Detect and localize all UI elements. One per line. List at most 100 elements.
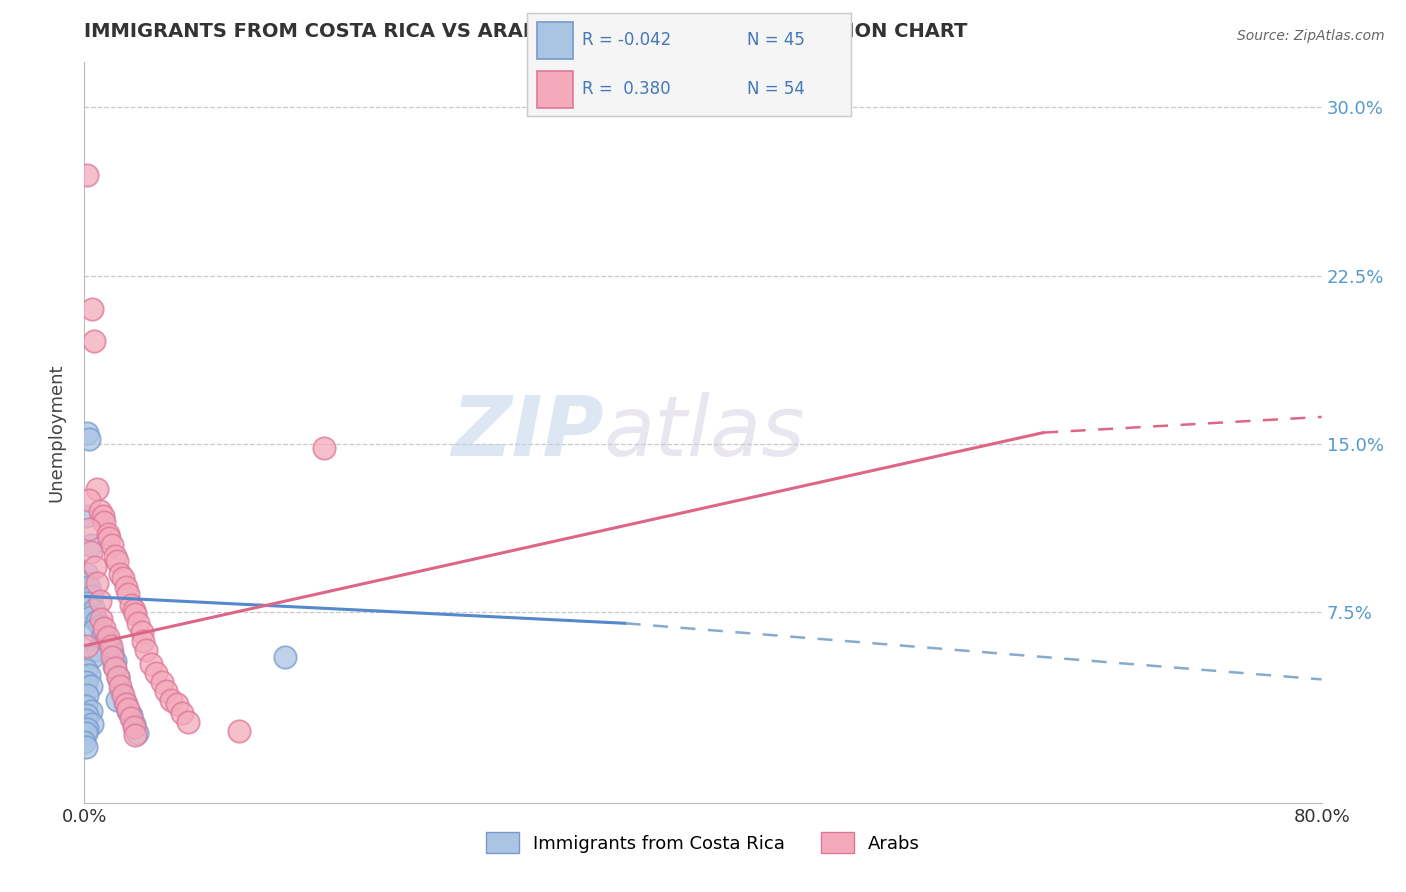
Point: [96, 630, 118, 644]
Point: [312, 442, 335, 456]
Point: [76, 708, 98, 723]
Point: [127, 616, 149, 631]
Point: [105, 553, 128, 567]
Point: [120, 708, 142, 723]
Point: [93, 516, 115, 530]
Point: [124, 607, 146, 622]
Point: [77, 433, 100, 447]
Point: [228, 724, 250, 739]
Point: [120, 599, 142, 613]
Point: [82, 590, 104, 604]
Point: [100, 639, 122, 653]
Point: [177, 714, 200, 729]
Point: [75, 674, 97, 689]
Point: [79, 609, 101, 624]
Point: [132, 634, 155, 648]
Point: [145, 665, 167, 680]
Point: [76, 639, 98, 653]
Point: [77, 668, 100, 682]
Point: [76, 168, 98, 182]
Point: [93, 621, 115, 635]
Text: R = -0.042: R = -0.042: [582, 31, 672, 49]
Point: [107, 670, 129, 684]
Point: [75, 713, 97, 727]
Point: [104, 655, 127, 669]
Text: Source: ZipAtlas.com: Source: ZipAtlas.com: [1237, 29, 1385, 43]
Y-axis label: Unemployment: Unemployment: [48, 363, 66, 502]
Point: [79, 679, 101, 693]
Text: N = 45: N = 45: [747, 31, 806, 49]
Point: [135, 643, 157, 657]
Point: [79, 538, 101, 552]
Point: [122, 719, 145, 733]
Point: [75, 699, 97, 714]
Point: [274, 650, 297, 665]
Point: [150, 674, 173, 689]
Point: [75, 576, 97, 591]
Point: [77, 581, 100, 595]
Point: [75, 739, 97, 754]
Point: [75, 726, 97, 740]
Point: [101, 650, 124, 665]
Point: [82, 717, 104, 731]
Point: [79, 544, 101, 558]
Point: [94, 632, 117, 646]
Point: [98, 531, 121, 545]
Point: [117, 587, 139, 601]
Point: [105, 692, 128, 706]
Text: IMMIGRANTS FROM COSTA RICA VS ARAB UNEMPLOYMENT CORRELATION CHART: IMMIGRANTS FROM COSTA RICA VS ARAB UNEMP…: [84, 22, 967, 41]
Point: [122, 717, 145, 731]
Point: [89, 594, 111, 608]
Point: [76, 566, 98, 581]
Bar: [537, 21, 572, 59]
Point: [160, 692, 183, 706]
Point: [83, 334, 105, 348]
Point: [87, 643, 110, 657]
Point: [75, 508, 97, 523]
Point: [155, 683, 177, 698]
Point: [124, 729, 146, 743]
Point: [86, 576, 108, 591]
Point: [86, 482, 108, 496]
Point: [117, 701, 139, 715]
Point: [84, 560, 107, 574]
Legend: Immigrants from Costa Rica, Arabs: Immigrants from Costa Rica, Arabs: [479, 825, 927, 861]
Point: [89, 504, 111, 518]
Point: [76, 722, 98, 736]
Point: [98, 636, 121, 650]
Text: N = 54: N = 54: [747, 80, 806, 98]
Point: [112, 688, 135, 702]
Point: [83, 603, 105, 617]
Text: ZIP: ZIP: [451, 392, 605, 473]
Point: [131, 625, 153, 640]
Point: [115, 581, 138, 595]
Point: [96, 526, 118, 541]
Point: [120, 710, 142, 724]
Point: [103, 659, 125, 673]
Point: [77, 492, 100, 507]
Point: [110, 683, 132, 698]
Point: [108, 566, 131, 581]
Point: [76, 688, 98, 702]
Point: [82, 302, 104, 317]
Point: [89, 618, 111, 632]
Bar: [537, 70, 572, 108]
Point: [77, 522, 100, 536]
Point: [73, 735, 96, 749]
Text: atlas: atlas: [605, 392, 806, 473]
Point: [91, 627, 114, 641]
Point: [112, 571, 135, 585]
Point: [79, 704, 101, 718]
Point: [76, 425, 98, 440]
Point: [76, 596, 98, 610]
Point: [90, 612, 112, 626]
Point: [86, 614, 108, 628]
Point: [101, 645, 124, 659]
Point: [115, 697, 138, 711]
Point: [107, 670, 129, 684]
Point: [125, 726, 148, 740]
Point: [82, 650, 104, 665]
Point: [114, 695, 136, 709]
Point: [101, 538, 124, 552]
Point: [170, 706, 193, 720]
